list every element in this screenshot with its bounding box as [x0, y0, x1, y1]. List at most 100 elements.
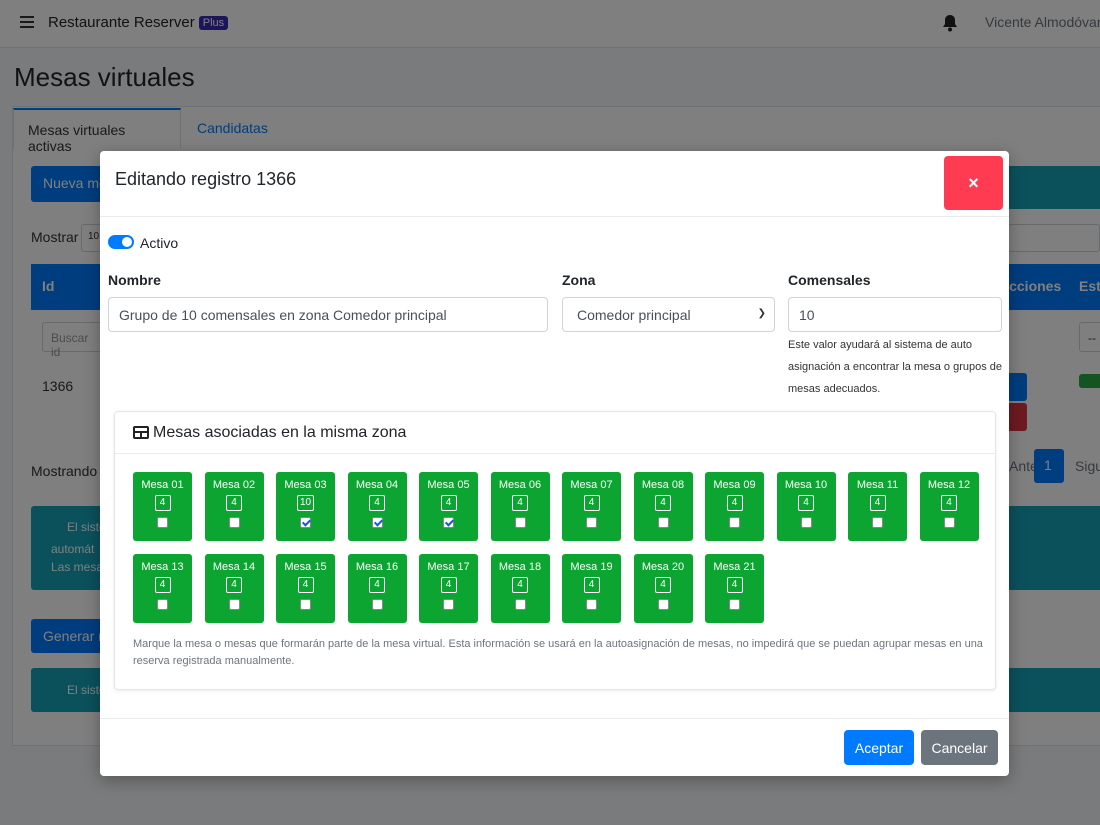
table-tile-capacity: 4 — [154, 495, 171, 511]
table-tile[interactable]: Mesa 04 4 — [347, 472, 407, 541]
diners-label: Comensales — [788, 272, 871, 288]
zone-select-value: Comedor principal — [577, 307, 691, 323]
table-tile-name: Mesa 07 — [570, 479, 613, 491]
table-tile[interactable]: Mesa 01 4 — [133, 472, 192, 541]
table-tile-checkbox[interactable] — [872, 517, 883, 528]
table-tile[interactable]: Mesa 09 4 — [705, 472, 764, 541]
table-tile[interactable]: Mesa 15 4 — [276, 554, 335, 623]
table-tile-name: Mesa 16 — [355, 561, 399, 573]
table-tile-checkbox[interactable] — [371, 599, 383, 610]
table-tile[interactable]: Mesa 14 4 — [204, 554, 264, 623]
table-tile-name: Mesa 11 — [856, 479, 899, 491]
accept-button[interactable]: Aceptar — [844, 730, 914, 765]
table-tile-checkbox[interactable] — [300, 599, 311, 610]
table-tile-capacity: 4 — [512, 495, 528, 511]
table-tile[interactable]: Mesa 18 4 — [490, 554, 550, 623]
table-tile[interactable]: Mesa 12 4 — [919, 472, 979, 541]
table-tile-name: Mesa 15 — [284, 561, 327, 573]
table-tile-name: Mesa 13 — [141, 561, 184, 573]
chevron-down-icon: ❯ — [757, 308, 766, 319]
table-tile[interactable]: Mesa 17 4 — [419, 554, 478, 623]
tables-note: Marque la mesa o mesas que formarán part… — [133, 638, 983, 667]
table-tile-capacity: 4 — [583, 577, 600, 593]
table-tile-checkbox[interactable] — [514, 517, 526, 528]
table-tile-name: Mesa 09 — [713, 479, 756, 491]
table-tile-name: Mesa 03 — [284, 479, 327, 491]
table-tile[interactable]: Mesa 02 4 — [204, 472, 264, 541]
table-tile-checkbox[interactable] — [443, 517, 454, 528]
table-tile-checkbox[interactable] — [228, 599, 240, 610]
modal-footer-divider — [100, 718, 1009, 719]
tables-card-title: Mesas asociadas en la misma zona — [153, 424, 407, 441]
table-tile-name: Mesa 12 — [927, 479, 971, 491]
table-icon — [133, 426, 149, 439]
table-tile-name: Mesa 10 — [784, 479, 828, 491]
tables-card-header: Mesas asociadas en la misma zona — [115, 412, 995, 454]
table-tile-capacity: 4 — [512, 577, 528, 593]
cancel-button[interactable]: Cancelar — [921, 730, 998, 765]
table-tile-checkbox[interactable] — [157, 599, 168, 610]
zone-select[interactable]: Comedor principal ❯ — [562, 297, 775, 332]
table-tile[interactable]: Mesa 21 4 — [705, 554, 764, 623]
table-tile-checkbox[interactable] — [943, 517, 955, 528]
table-tile-checkbox[interactable] — [729, 599, 740, 610]
table-tile-name: Mesa 14 — [212, 561, 256, 573]
table-tile[interactable]: Mesa 10 4 — [776, 472, 836, 541]
active-label: Activo — [140, 235, 179, 251]
table-tile-capacity: 4 — [440, 577, 457, 593]
table-tile-capacity: 4 — [726, 577, 743, 593]
name-label: Nombre — [108, 272, 161, 288]
diners-input[interactable]: 10 — [788, 297, 1002, 332]
table-tile[interactable]: Mesa 03 10 — [276, 472, 335, 541]
table-tile-capacity: 4 — [726, 495, 743, 511]
table-tile[interactable]: Mesa 05 4 — [419, 472, 478, 541]
table-tile-name: Mesa 06 — [498, 479, 542, 491]
table-tile-checkbox[interactable] — [586, 517, 597, 528]
table-tile[interactable]: Mesa 16 4 — [347, 554, 407, 623]
table-tile-name: Mesa 20 — [641, 561, 685, 573]
table-tile-name: Mesa 19 — [570, 561, 613, 573]
table-tile-capacity: 4 — [583, 495, 600, 511]
table-tile-checkbox[interactable] — [228, 517, 240, 528]
active-toggle[interactable] — [108, 235, 134, 249]
table-tile-checkbox[interactable] — [514, 599, 526, 610]
table-tile-capacity: 4 — [440, 495, 457, 511]
table-tile-capacity: 4 — [655, 495, 671, 511]
table-tile-capacity: 4 — [154, 577, 171, 593]
table-tile[interactable]: Mesa 20 4 — [633, 554, 693, 623]
table-tile-capacity: 4 — [655, 577, 671, 593]
table-tile[interactable]: Mesa 08 4 — [633, 472, 693, 541]
table-tile[interactable]: Mesa 06 4 — [490, 472, 550, 541]
table-tile-name: Mesa 02 — [212, 479, 256, 491]
table-tile-checkbox[interactable] — [800, 517, 812, 528]
tables-card: Mesas asociadas en la misma zona Mesa 01… — [114, 411, 996, 690]
table-tile-checkbox[interactable] — [443, 599, 454, 610]
table-tile-capacity: 4 — [226, 577, 242, 593]
table-tile-name: Mesa 18 — [498, 561, 542, 573]
table-tile-checkbox[interactable] — [300, 517, 311, 528]
table-tile[interactable]: Mesa 07 4 — [562, 472, 621, 541]
table-tile[interactable]: Mesa 19 4 — [562, 554, 621, 623]
table-tile-checkbox[interactable] — [586, 599, 597, 610]
table-tile-checkbox[interactable] — [729, 517, 740, 528]
table-tile-checkbox[interactable] — [371, 517, 383, 528]
modal-title: Editando registro 1366 — [115, 169, 297, 189]
table-tile-capacity: 4 — [297, 577, 314, 593]
table-tile-name: Mesa 05 — [427, 479, 470, 491]
table-tile-name: Mesa 21 — [713, 561, 756, 573]
modal-header-divider — [100, 216, 1009, 217]
table-tile-name: Mesa 08 — [641, 479, 685, 491]
table-tile[interactable]: Mesa 11 4 — [848, 472, 907, 541]
table-tile-checkbox[interactable] — [657, 517, 669, 528]
table-tile-capacity: 4 — [798, 495, 814, 511]
table-tile-capacity: 4 — [941, 495, 957, 511]
table-tile-checkbox[interactable] — [657, 599, 669, 610]
name-input[interactable]: Grupo de 10 comensales en zona Comedor p… — [108, 297, 548, 332]
table-tile[interactable]: Mesa 13 4 — [133, 554, 192, 623]
table-tile-name: Mesa 17 — [427, 561, 470, 573]
table-tile-capacity: 4 — [369, 495, 385, 511]
diners-help-text: Este valor ayudará al sistema de auto as… — [788, 339, 1003, 395]
table-tile-capacity: 4 — [869, 495, 886, 511]
table-tile-checkbox[interactable] — [157, 517, 168, 528]
close-button[interactable]: × — [944, 156, 1003, 210]
